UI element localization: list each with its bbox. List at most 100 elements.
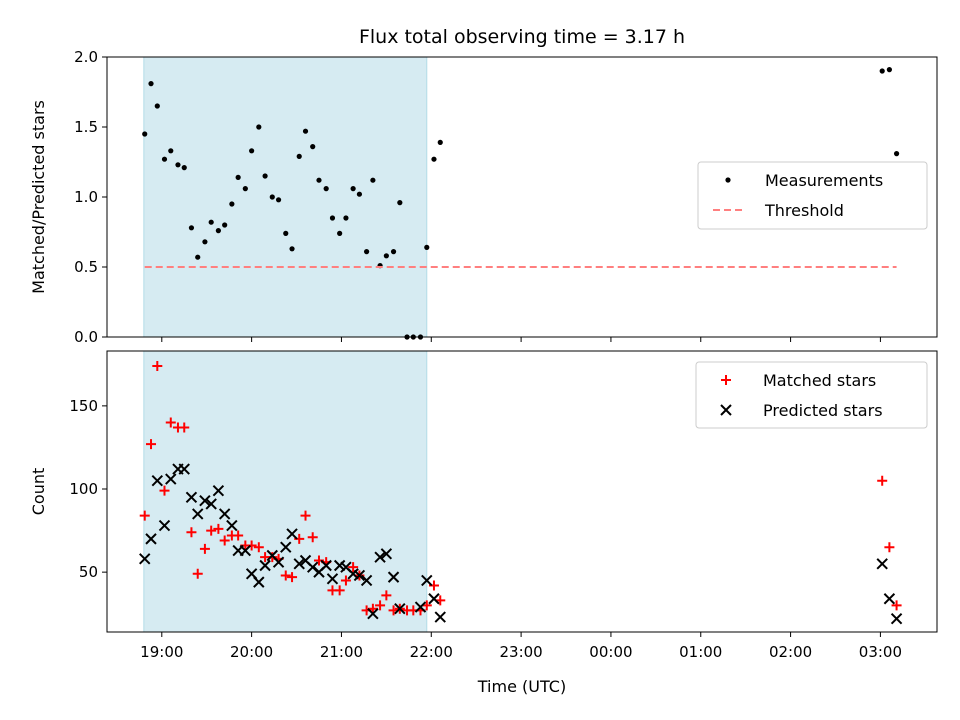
matched-point — [381, 590, 392, 601]
data-point — [148, 81, 154, 87]
matched-point — [233, 530, 244, 541]
matched-point — [267, 552, 278, 563]
data-point — [310, 144, 316, 150]
legend-label: Threshold — [764, 201, 844, 220]
y-tick-label: 100 — [69, 480, 98, 498]
legend-item: Predicted stars — [720, 401, 883, 420]
predicted-point — [239, 544, 252, 557]
data-point — [275, 197, 282, 203]
predicted-point — [226, 519, 238, 532]
matched-point — [375, 600, 386, 611]
predicted-point — [414, 601, 427, 613]
data-point — [289, 246, 295, 252]
x-tick-label: 02:00 — [769, 643, 812, 661]
matched-point — [280, 570, 291, 581]
data-point — [397, 200, 403, 206]
data-point — [383, 253, 389, 259]
series-predicted-stars — [139, 463, 903, 625]
predicted-point — [218, 508, 231, 520]
matched-point — [340, 575, 351, 586]
shaded-span — [143, 350, 428, 633]
predicted-point — [353, 569, 366, 582]
legend-box — [697, 161, 928, 230]
predicted-point — [883, 593, 896, 605]
matched-point — [300, 510, 311, 521]
data-point — [208, 219, 214, 225]
data-point — [350, 186, 356, 192]
data-point — [437, 139, 443, 145]
predicted-point — [151, 474, 164, 487]
predicted-point — [293, 558, 305, 570]
data-point — [343, 215, 349, 221]
x-tick-label: 00:00 — [589, 643, 632, 661]
predicted-point — [890, 612, 903, 625]
chart-title: Flux total observing time = 3.17 h — [359, 26, 685, 48]
matched-point — [213, 523, 224, 534]
matched-point — [179, 422, 190, 433]
data-point — [302, 128, 309, 134]
matched-point — [206, 525, 217, 536]
matched-point — [152, 360, 163, 371]
legend-marker — [725, 177, 731, 183]
data-point — [235, 174, 241, 180]
predicted-point — [286, 528, 298, 540]
data-point — [181, 165, 187, 171]
legend-item: Measurements — [725, 171, 883, 190]
matched-point — [367, 603, 378, 614]
predicted-point — [185, 491, 198, 504]
y-tick-label: 150 — [69, 397, 98, 415]
legend-item: Threshold — [713, 201, 844, 220]
data-point — [296, 153, 302, 159]
data-point — [893, 151, 900, 157]
predicted-point — [158, 519, 171, 532]
data-point — [323, 186, 329, 192]
data-point — [316, 177, 322, 183]
data-point — [262, 173, 268, 179]
y-tick-label: 0.5 — [74, 258, 98, 276]
data-point — [215, 228, 221, 234]
predicted-point — [205, 498, 217, 510]
data-point — [202, 239, 208, 245]
predicted-point — [326, 573, 339, 585]
series-matched-stars — [139, 360, 902, 616]
data-point — [242, 186, 248, 192]
matched-point — [891, 600, 902, 611]
legend-box — [695, 361, 928, 429]
data-point — [168, 148, 174, 154]
data-point — [222, 222, 228, 228]
y-tick-label: 50 — [79, 563, 98, 581]
x-tick-label: 01:00 — [679, 643, 722, 661]
x-tick-label: 03:00 — [859, 643, 902, 661]
predicted-point — [139, 553, 151, 565]
legend-label: Measurements — [765, 171, 883, 190]
data-point — [390, 249, 397, 255]
predicted-point — [272, 556, 285, 568]
data-point — [188, 225, 195, 231]
legend-label: Predicted stars — [763, 401, 883, 420]
matched-point — [186, 527, 197, 538]
matched-point — [199, 543, 210, 554]
data-point — [886, 67, 892, 73]
data-point — [142, 131, 148, 137]
predicted-point — [374, 551, 386, 563]
data-point — [269, 194, 275, 200]
data-point — [431, 156, 437, 162]
data-point — [424, 244, 430, 250]
x-tick-label: 21:00 — [320, 643, 363, 661]
predicted-point — [421, 574, 433, 587]
shaded-span — [143, 56, 428, 338]
predicted-point — [192, 508, 204, 520]
predicted-point — [280, 541, 292, 553]
data-point — [283, 230, 289, 236]
predicted-point — [394, 603, 406, 615]
x-axis-label: Time (UTC) — [477, 677, 566, 696]
data-point — [154, 103, 160, 109]
legend: Matched stars Predicted stars — [695, 361, 928, 429]
y-tick-label: 1.5 — [74, 118, 98, 136]
x-tick-label: 22:00 — [410, 643, 453, 661]
predicted-point — [178, 463, 190, 475]
y-tick-label: 0.0 — [74, 328, 98, 346]
predicted-point — [876, 558, 888, 570]
predicted-point — [367, 608, 379, 620]
